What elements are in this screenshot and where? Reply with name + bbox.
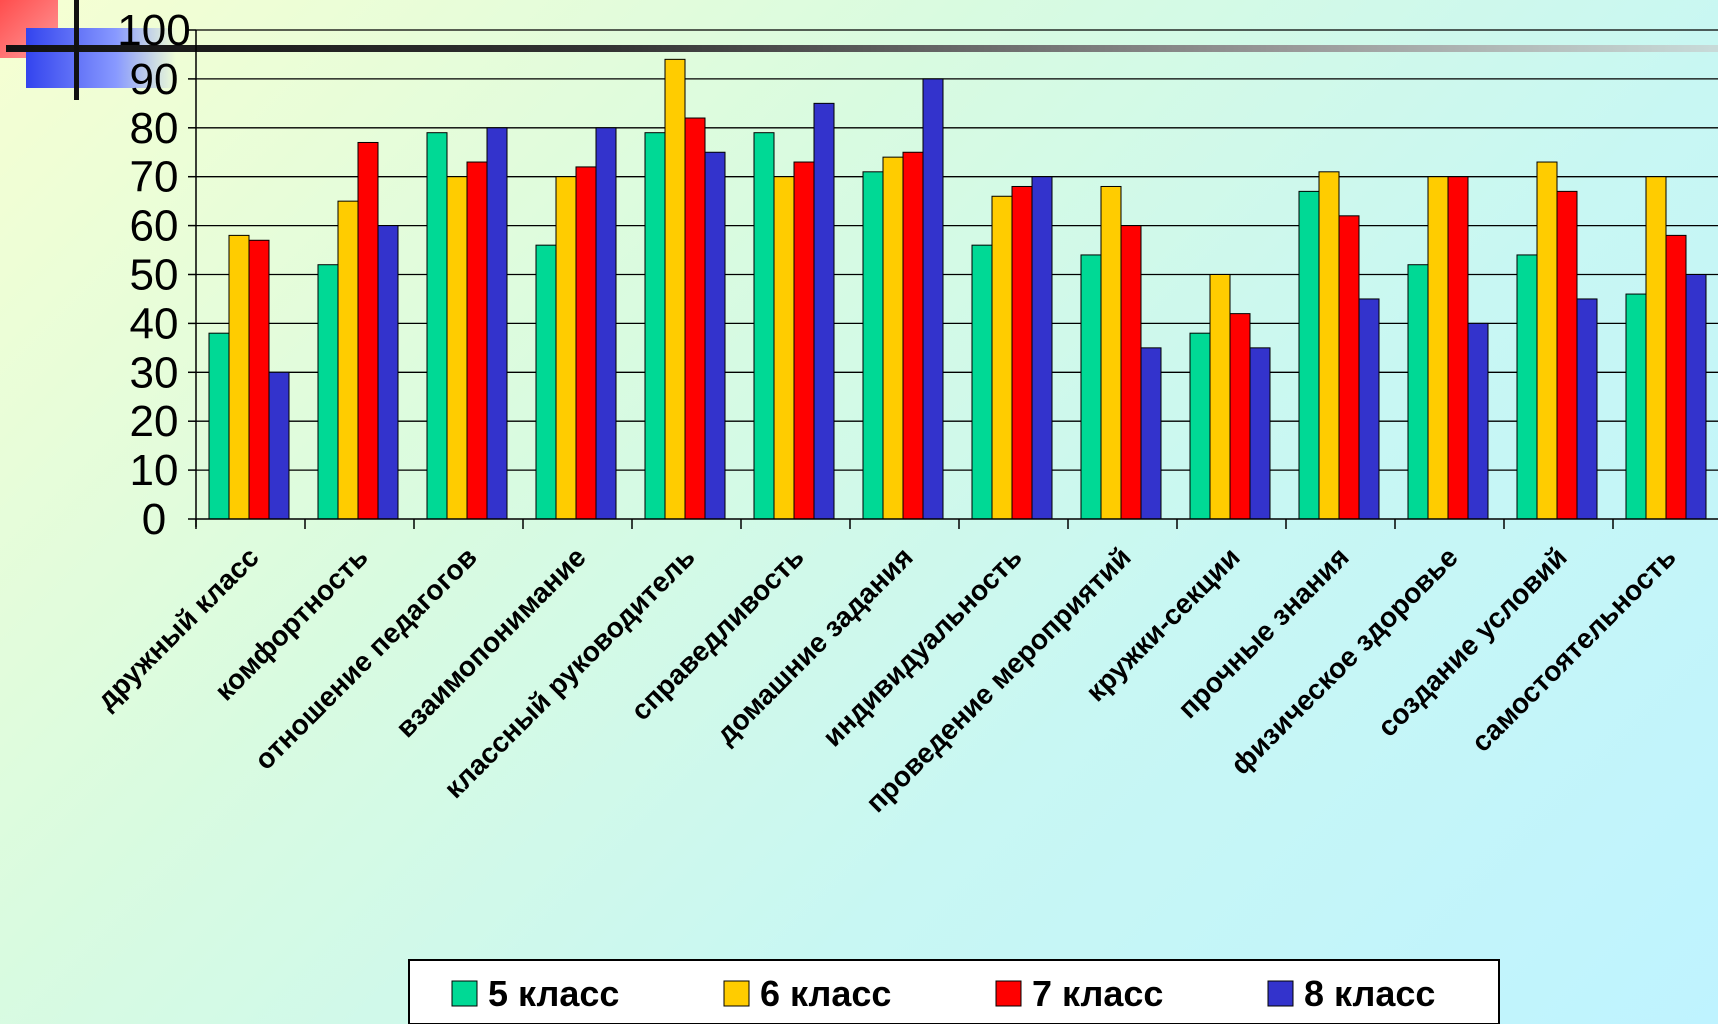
bar bbox=[1189, 332, 1211, 520]
bar bbox=[1516, 254, 1538, 520]
legend-swatch bbox=[723, 980, 750, 1007]
y-tick-label: 90 bbox=[130, 55, 179, 104]
bar bbox=[1229, 313, 1251, 520]
bar bbox=[862, 171, 884, 520]
bar bbox=[793, 161, 815, 520]
bar bbox=[377, 225, 399, 520]
legend-box bbox=[408, 959, 1500, 1024]
bar bbox=[922, 78, 944, 520]
x-category-label: индивидуальность bbox=[817, 541, 1028, 752]
x-category-label: отношение педагогов bbox=[248, 541, 482, 775]
bar bbox=[595, 127, 617, 520]
bar bbox=[1100, 185, 1122, 520]
bar bbox=[753, 132, 775, 520]
bars bbox=[208, 58, 1707, 520]
bar bbox=[882, 156, 904, 520]
bar bbox=[991, 195, 1013, 520]
bar bbox=[1120, 225, 1142, 520]
bar bbox=[1447, 176, 1469, 520]
bar bbox=[1011, 185, 1033, 520]
bar bbox=[268, 371, 290, 520]
legend-items: 5 класс 6 класс 7 класс 8 класс bbox=[451, 973, 1435, 1014]
bar bbox=[1031, 176, 1053, 520]
legend-swatch bbox=[995, 980, 1022, 1007]
bar bbox=[813, 102, 835, 520]
bar bbox=[357, 141, 379, 520]
legend: 5 класс 6 класс 7 класс 8 класс bbox=[408, 959, 1500, 1024]
bar bbox=[704, 151, 726, 520]
bar bbox=[684, 117, 706, 520]
bar bbox=[1645, 176, 1667, 520]
bar bbox=[575, 166, 597, 520]
bar bbox=[535, 244, 557, 520]
bar bbox=[1427, 176, 1449, 520]
bar bbox=[466, 161, 488, 520]
y-tick-label: 0 bbox=[142, 495, 166, 544]
y-tick-label: 60 bbox=[130, 202, 179, 251]
decor-square-blue bbox=[26, 28, 176, 88]
bar bbox=[555, 176, 577, 520]
bar bbox=[1338, 215, 1360, 520]
y-tick-label: 20 bbox=[130, 397, 179, 446]
bar bbox=[1556, 190, 1578, 520]
bar bbox=[971, 244, 993, 520]
x-category-label: создание условий bbox=[1371, 541, 1572, 742]
bar bbox=[1576, 298, 1598, 520]
bar bbox=[664, 58, 686, 520]
bar bbox=[1209, 274, 1231, 520]
legend-label: 7 класс bbox=[1032, 973, 1163, 1014]
bar bbox=[1625, 293, 1647, 520]
bar bbox=[773, 176, 795, 520]
bar bbox=[1685, 274, 1707, 520]
x-category-label: физическое здоровье bbox=[1225, 541, 1464, 780]
x-category-label: самостоятельность bbox=[1465, 541, 1681, 757]
bar bbox=[1665, 234, 1687, 520]
y-tick-label: 40 bbox=[130, 299, 179, 348]
legend-swatch bbox=[451, 980, 478, 1007]
bar bbox=[228, 234, 250, 520]
bar bbox=[1467, 322, 1489, 520]
y-tick-label: 70 bbox=[130, 153, 179, 202]
bar bbox=[486, 127, 508, 520]
bar bbox=[1140, 347, 1162, 520]
bar bbox=[1407, 264, 1429, 520]
bar bbox=[1318, 171, 1340, 520]
bar bbox=[446, 176, 468, 520]
gridlines bbox=[196, 29, 1718, 471]
bar bbox=[902, 151, 924, 520]
y-tick-label: 100 bbox=[117, 6, 190, 55]
y-tick-label: 10 bbox=[130, 446, 179, 495]
decor-line-vertical bbox=[74, 0, 79, 100]
bar bbox=[317, 264, 339, 520]
x-category-label: домашние задания bbox=[710, 541, 919, 750]
legend-label: 5 класс bbox=[488, 973, 619, 1014]
legend-label: 8 класс bbox=[1304, 973, 1435, 1014]
decor-line-horizontal bbox=[6, 45, 1718, 52]
bar bbox=[1080, 254, 1102, 520]
bar bbox=[1536, 161, 1558, 520]
x-category-label: взаимопонимание bbox=[390, 541, 592, 743]
bar bbox=[426, 132, 448, 520]
bar bbox=[337, 200, 359, 520]
bar bbox=[208, 332, 230, 520]
bar bbox=[1249, 347, 1271, 520]
y-tick-label: 30 bbox=[130, 348, 179, 397]
legend-swatch bbox=[1267, 980, 1294, 1007]
bar bbox=[1358, 298, 1380, 520]
bar bbox=[1298, 190, 1320, 520]
bar bbox=[248, 239, 270, 520]
y-tick-label: 80 bbox=[130, 104, 179, 153]
y-tick-label: 50 bbox=[130, 251, 179, 300]
bar bbox=[644, 132, 666, 520]
legend-label: 6 класс bbox=[760, 973, 891, 1014]
